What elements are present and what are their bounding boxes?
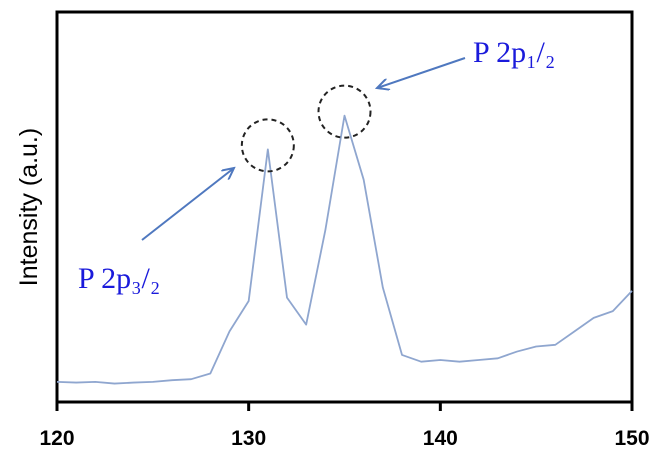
peak-annotation-label: P 2p₁/₂ xyxy=(473,36,555,69)
x-tick-label: 120 xyxy=(39,427,74,450)
series-layer xyxy=(56,114,633,385)
annotation-arrow xyxy=(377,57,466,88)
peak-marker-circle xyxy=(317,84,372,139)
x-axis-ticks: 120 130 140 150 xyxy=(39,402,650,450)
x-tick-label: 130 xyxy=(231,427,266,450)
y-axis-label: Intensity (a.u.) xyxy=(15,128,43,286)
plot-frame xyxy=(55,10,634,404)
series-line xyxy=(56,114,633,385)
annotation-layer: P 2p₁/₂ P 2p₃/₂ xyxy=(78,36,555,295)
annotation-arrow xyxy=(141,168,234,241)
x-tick-label: 140 xyxy=(423,427,458,450)
peak-annotation-label: P 2p₃/₂ xyxy=(78,262,160,295)
x-tick-label: 150 xyxy=(614,427,649,450)
peak-marker-circle xyxy=(240,118,295,173)
